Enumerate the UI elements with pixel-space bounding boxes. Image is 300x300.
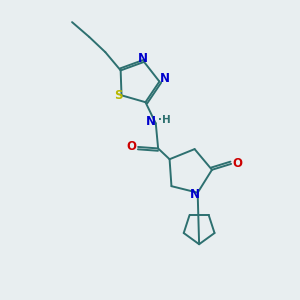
Text: N: N <box>138 52 148 65</box>
Text: ·H: ·H <box>158 116 171 125</box>
Text: N: N <box>160 71 170 85</box>
Text: N: N <box>146 116 155 128</box>
Text: O: O <box>232 157 243 170</box>
Text: O: O <box>127 140 136 153</box>
Text: S: S <box>114 89 122 102</box>
Text: N: N <box>190 188 200 201</box>
